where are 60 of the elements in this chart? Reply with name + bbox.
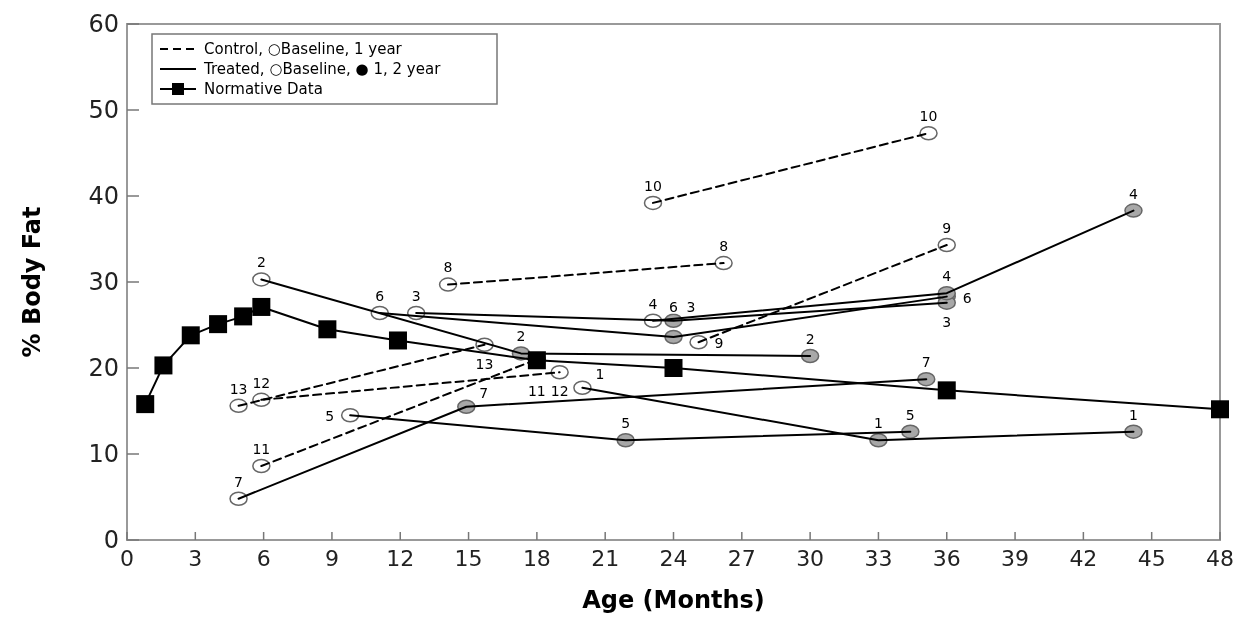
annotation: 9 bbox=[714, 335, 724, 352]
x-tick-label: 6 bbox=[256, 546, 271, 571]
annotation: 4 bbox=[1129, 185, 1139, 202]
x-tick-label: 21 bbox=[591, 546, 620, 571]
annotation: 7 bbox=[921, 354, 931, 371]
annotation: 7 bbox=[479, 384, 489, 401]
y-axis-title: % Body Fat bbox=[18, 206, 46, 358]
annotation: 9 bbox=[942, 219, 952, 236]
annotation: 2 bbox=[256, 254, 266, 271]
x-tick-label: 42 bbox=[1069, 546, 1098, 571]
annotation: 6 bbox=[375, 287, 385, 304]
annotation: 12 bbox=[550, 383, 569, 400]
x-tick-label: 48 bbox=[1206, 546, 1234, 571]
y-tick-label: 40 bbox=[88, 182, 119, 211]
annotation: 3 bbox=[686, 298, 696, 315]
x-tick-label: 36 bbox=[932, 546, 961, 571]
annotation: 10 bbox=[644, 177, 662, 194]
annotation: 12 bbox=[252, 374, 271, 391]
legend-label: Treated, ○Baseline, ● 1, 2 year bbox=[203, 60, 442, 79]
x-tick-label: 3 bbox=[188, 546, 203, 571]
x-tick-label: 39 bbox=[1001, 546, 1030, 571]
annotation: 3 bbox=[942, 313, 952, 330]
legend-label: Normative Data bbox=[204, 80, 323, 99]
x-axis-title: Age (Months) bbox=[582, 586, 765, 614]
y-tick-label: 50 bbox=[88, 96, 119, 125]
annotation: 13 bbox=[475, 355, 494, 372]
annotation: 2 bbox=[805, 330, 815, 347]
y-tick-label: 10 bbox=[88, 440, 119, 469]
x-tick-label: 30 bbox=[796, 546, 825, 571]
x-tick-label: 18 bbox=[522, 546, 551, 571]
annotation: 4 bbox=[942, 268, 952, 285]
annotation: 1 bbox=[595, 365, 605, 382]
annotation: 13 bbox=[229, 380, 248, 397]
y-tick-label: 30 bbox=[88, 268, 119, 297]
annotation: 6 bbox=[669, 298, 679, 315]
annotation: 1 bbox=[873, 415, 883, 432]
x-tick-label: 24 bbox=[659, 546, 688, 571]
annotation: 4 bbox=[648, 295, 658, 312]
x-tick-label: 12 bbox=[386, 546, 415, 571]
annotation: 1 bbox=[1129, 406, 1138, 423]
annotation: 6 bbox=[962, 289, 972, 306]
x-tick-label: 9 bbox=[324, 546, 339, 571]
annotation: 11 bbox=[527, 383, 546, 400]
annotation: 8 bbox=[719, 237, 729, 254]
annotation: 5 bbox=[325, 408, 335, 425]
annotation: 7 bbox=[234, 473, 244, 490]
y-tick-label: 60 bbox=[88, 10, 119, 39]
x-tick-label: 27 bbox=[727, 546, 756, 571]
x-tick-label: 15 bbox=[454, 546, 483, 571]
annotation: 5 bbox=[621, 415, 631, 432]
annotation: 5 bbox=[905, 406, 915, 423]
annotation: 2 bbox=[516, 328, 526, 345]
y-tick-label: 20 bbox=[88, 354, 119, 383]
legend-label: Control, ○Baseline, 1 year bbox=[204, 40, 403, 59]
annotation: 11 bbox=[252, 440, 271, 457]
annotation: 3 bbox=[411, 287, 421, 304]
annotation: 10 bbox=[919, 108, 938, 125]
annotation: 8 bbox=[443, 259, 453, 276]
x-tick-label: 45 bbox=[1137, 546, 1166, 571]
x-tick-label: 33 bbox=[864, 546, 893, 571]
